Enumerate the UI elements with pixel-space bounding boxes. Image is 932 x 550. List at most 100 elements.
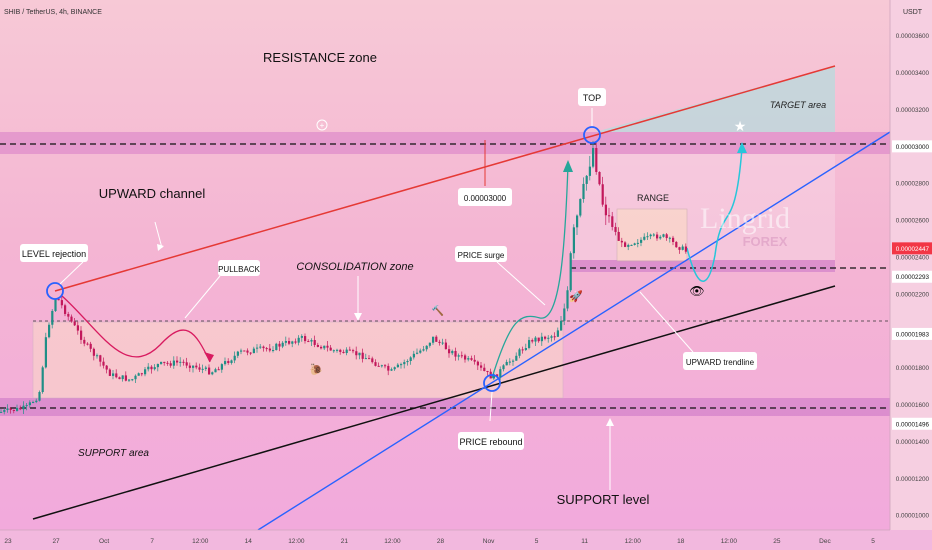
candle-body <box>185 362 188 366</box>
top-box: TOP <box>578 88 606 106</box>
candle-body <box>371 358 374 363</box>
candle-body <box>35 400 38 403</box>
time-tick-label: 5 <box>871 538 875 545</box>
watermark-brand: Lingrid <box>700 202 790 235</box>
level-rejection-marker <box>46 282 64 300</box>
candle-body <box>499 369 502 377</box>
price-tick-label: 0.00003200 <box>896 107 930 114</box>
candle-body <box>646 236 649 238</box>
candle-body <box>262 346 265 349</box>
plus-glyph: + <box>320 121 325 130</box>
price-tag-bg <box>892 417 932 430</box>
candle-body <box>518 349 521 356</box>
pullback-text: PULLBACK <box>218 265 260 274</box>
resistance-zone-band <box>0 132 890 154</box>
candle-body <box>563 308 566 321</box>
rocket-icon: 🚀 <box>569 290 583 303</box>
candle-body <box>160 361 163 364</box>
candle-body <box>668 237 671 239</box>
candle-body <box>601 184 604 205</box>
candle-body <box>54 299 57 311</box>
candle-body <box>304 336 307 342</box>
hammer-icon: 🔨 <box>432 304 444 317</box>
candle-body <box>435 336 438 342</box>
candle-body <box>467 358 470 360</box>
candle-body <box>550 336 553 338</box>
star-icon: ★ <box>734 118 747 134</box>
price-tick-label: 0.00002200 <box>896 291 930 298</box>
candle-body <box>243 350 246 352</box>
candle-body <box>512 360 515 362</box>
time-tick-label: 28 <box>437 538 445 545</box>
candle-body <box>345 349 348 354</box>
time-axis-bg <box>0 530 932 550</box>
candle-body <box>288 341 291 344</box>
candle-body <box>352 350 355 352</box>
candle-body <box>633 243 636 245</box>
projection-path <box>686 147 743 282</box>
time-tick-label: 12:00 <box>721 538 738 545</box>
price-rebound-box: PRICE rebound <box>458 432 524 450</box>
candle-body <box>307 341 310 343</box>
candle-body <box>240 350 243 352</box>
range-support-band <box>570 260 835 272</box>
plus-circle-icon <box>316 119 328 131</box>
candle-body <box>144 369 147 375</box>
symbol-title: SHIB / TetherUS, 4h, BINANCE <box>4 9 102 16</box>
candle-body <box>464 355 467 360</box>
support-zone-band <box>0 398 890 416</box>
upward-trendline-text: UPWARD trendline <box>686 358 755 367</box>
price-axis-tags: 0.00003000 0.00002447 0.00002293 0.00001983… <box>892 140 932 430</box>
candle-body <box>51 310 54 325</box>
eye-icon: 👁 <box>689 284 704 298</box>
candle-body <box>275 343 278 351</box>
price-tag: 0.00003000 <box>892 140 932 153</box>
pullback-arrowhead <box>204 352 214 362</box>
candle-body <box>316 344 319 347</box>
time-tick-label: 12:00 <box>625 538 642 545</box>
candle-body <box>201 368 204 370</box>
candle-body <box>60 300 63 306</box>
price-tick-label: 0.00001200 <box>896 476 930 483</box>
top-text: TOP <box>583 93 601 103</box>
candle-body <box>441 342 444 344</box>
candle-body <box>230 360 233 363</box>
range-box <box>616 208 688 262</box>
candle-body <box>208 367 211 375</box>
time-tick-label: 18 <box>677 538 685 545</box>
candle-body <box>348 349 351 351</box>
candle-body <box>460 355 463 357</box>
candle-body <box>432 336 435 343</box>
candle-body <box>672 237 675 242</box>
candle-body <box>22 405 25 410</box>
candle-body <box>86 343 89 345</box>
candle-body <box>425 345 428 350</box>
candle-body <box>192 365 195 368</box>
candle-body <box>387 365 390 371</box>
candle-body <box>44 337 47 368</box>
connector-level-rejection <box>59 261 84 285</box>
candle-body <box>150 366 153 370</box>
candle-body <box>540 336 543 342</box>
pullback-curve <box>61 295 211 363</box>
candle-body <box>377 365 380 367</box>
candle-body <box>508 361 511 363</box>
target-area-label: TARGET area <box>770 100 826 110</box>
price-axis-ticks: 0.00001000 0.00001200 0.00001400 0.00001600… <box>896 33 930 520</box>
candle-body <box>409 357 412 362</box>
candle-body <box>211 372 214 375</box>
candle-body <box>390 369 393 371</box>
candle-body <box>272 350 275 352</box>
candle-body <box>384 365 387 367</box>
candle-body <box>364 358 367 360</box>
candle-body <box>476 361 479 366</box>
candle-body <box>134 375 137 380</box>
candle-body <box>531 340 534 342</box>
connector-support-arrow <box>606 418 614 426</box>
candle-body <box>204 367 207 369</box>
candles <box>0 140 687 415</box>
time-tick-label: 14 <box>245 538 253 545</box>
candle-body <box>195 365 198 368</box>
candle-body <box>492 374 495 379</box>
